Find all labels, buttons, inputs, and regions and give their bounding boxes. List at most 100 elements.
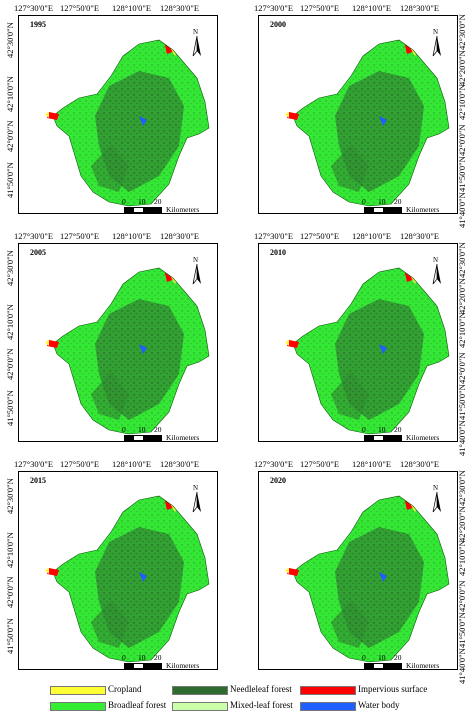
lon-tick-label: 127°30'0"E <box>254 459 294 469</box>
lat-tick-label: 41°50'0"N <box>457 156 467 192</box>
land-cover-map <box>45 39 210 207</box>
lat-tick-label: 42°20'0"N <box>457 506 467 542</box>
lon-tick-label: 128°30'0"E <box>160 3 200 13</box>
lon-tick-label: 127°50'0"E <box>60 231 100 241</box>
north-arrow: N <box>190 256 204 285</box>
scale-label-20: 20 <box>154 653 162 662</box>
year-label: 2020 <box>270 476 286 485</box>
year-label: 2005 <box>30 248 46 257</box>
year-label: 2000 <box>270 20 286 29</box>
scale-label-0: 0 <box>122 197 126 206</box>
lat-tick-label: 41°50'0"N <box>5 618 15 654</box>
scale-label-10: 10 <box>138 197 146 206</box>
map-frame <box>258 15 458 214</box>
map-panel-1995: 1995 N 0 10 20 Kilometers 127°30'0"E 127°… <box>4 2 230 217</box>
scale-unit: Kilometers <box>406 661 440 670</box>
scale-label-10: 10 <box>138 653 146 662</box>
north-arrow: N <box>430 484 444 513</box>
legend-label: Impervious surface <box>358 684 428 694</box>
lon-tick-label: 128°10'0"E <box>112 3 152 13</box>
scale-bar-graphic <box>364 207 402 213</box>
lat-tick-label: 42°0'0"N <box>457 580 467 612</box>
north-arrow-icon <box>432 36 441 57</box>
land-cover-map <box>45 495 210 663</box>
lat-tick-label: 42°0'0"N <box>5 576 15 608</box>
lon-tick-label: 128°30'0"E <box>400 3 440 13</box>
lon-tick-label: 127°50'0"E <box>60 3 100 13</box>
lat-tick-label: 42°0'0"N <box>5 348 15 380</box>
legend-label: Mixed-leaf forest <box>230 700 293 710</box>
land-cover-map <box>285 267 450 435</box>
map-frame <box>258 243 458 442</box>
map-panel-2015: 2015 N 0 10 20 Kilometers 127°30'0"E 127°… <box>4 458 230 673</box>
north-arrow-icon <box>432 264 441 285</box>
scale-bar: 0 10 20 Kilometers <box>362 653 454 673</box>
map-panel-2020: 2020 N 0 10 20 Kilometers 127°30'0"E 127°… <box>244 458 470 685</box>
legend-swatch <box>300 702 356 711</box>
scale-unit: Kilometers <box>166 433 200 442</box>
scale-bar-graphic <box>124 435 162 441</box>
scale-unit: Kilometers <box>406 205 440 214</box>
north-arrow-label: N <box>193 28 199 36</box>
lat-tick-label: 42°30'0"N <box>457 14 467 50</box>
scale-bar: 0 10 20 Kilometers <box>362 197 454 217</box>
lon-tick-label: 127°50'0"E <box>60 459 100 469</box>
lat-tick-label: 42°10'0"N <box>457 84 467 120</box>
lat-tick-label: 42°0'0"N <box>457 352 467 384</box>
scale-bar: 0 10 20 Kilometers <box>122 425 214 445</box>
lat-tick-label: 42°10'0"N <box>5 76 15 112</box>
lat-tick-label: 42°30'0"N <box>5 22 15 58</box>
lat-tick-label: 42°30'0"N <box>5 478 15 514</box>
lat-tick-label: 42°30'0"N <box>457 242 467 278</box>
north-arrow-label: N <box>433 484 439 492</box>
lat-tick-label: 41°40'0"N <box>457 420 467 456</box>
map-frame <box>18 15 218 214</box>
lat-tick-label: 42°30'0"N <box>457 470 467 506</box>
lon-tick-label: 128°30'0"E <box>160 459 200 469</box>
lon-tick-label: 128°30'0"E <box>160 231 200 241</box>
year-label: 2010 <box>270 248 286 257</box>
lon-tick-label: 127°50'0"E <box>300 459 340 469</box>
lon-tick-label: 128°10'0"E <box>352 231 392 241</box>
map-panel-2000: 2000 N 0 10 20 Kilometers 127°30'0"E 127°… <box>244 2 470 229</box>
lon-tick-label: 127°50'0"E <box>300 231 340 241</box>
legend-label: Cropland <box>108 684 142 694</box>
scale-bar: 0 10 20 Kilometers <box>122 197 214 217</box>
lon-tick-label: 128°10'0"E <box>352 459 392 469</box>
scale-label-0: 0 <box>362 197 366 206</box>
north-arrow: N <box>430 28 444 57</box>
north-arrow-icon <box>192 36 201 57</box>
scale-label-20: 20 <box>154 197 162 206</box>
scale-label-10: 10 <box>378 197 386 206</box>
legend-label: Broadleaf forest <box>108 700 167 710</box>
lon-tick-label: 128°10'0"E <box>112 231 152 241</box>
legend-label: Water body <box>358 700 400 710</box>
scale-bar-graphic <box>364 435 402 441</box>
lat-tick-label: 41°40'0"N <box>457 192 467 228</box>
year-label: 1995 <box>30 20 46 29</box>
north-arrow-label: N <box>433 256 439 264</box>
land-cover-map <box>285 495 450 663</box>
north-arrow-icon <box>192 492 201 513</box>
lon-tick-label: 127°30'0"E <box>14 459 54 469</box>
lon-tick-label: 128°10'0"E <box>352 3 392 13</box>
lat-tick-label: 42°10'0"N <box>457 312 467 348</box>
lon-tick-label: 127°30'0"E <box>14 3 54 13</box>
scale-unit: Kilometers <box>406 433 440 442</box>
scale-label-0: 0 <box>362 425 366 434</box>
map-frame <box>18 471 218 670</box>
lon-tick-label: 127°30'0"E <box>254 231 294 241</box>
scale-label-20: 20 <box>154 425 162 434</box>
legend: Cropland Needleleaf forest Impervious surf… <box>0 683 474 719</box>
lon-tick-label: 128°10'0"E <box>112 459 152 469</box>
lat-tick-label: 41°40'0"N <box>457 648 467 684</box>
year-label: 2015 <box>30 476 46 485</box>
scale-bar: 0 10 20 Kilometers <box>122 653 214 673</box>
scale-label-10: 10 <box>378 653 386 662</box>
lat-tick-label: 41°50'0"N <box>5 390 15 426</box>
north-arrow-icon <box>432 492 441 513</box>
scale-unit: Kilometers <box>166 661 200 670</box>
lon-tick-label: 127°50'0"E <box>300 3 340 13</box>
lat-tick-label: 42°20'0"N <box>457 278 467 314</box>
lat-tick-label: 42°30'0"N <box>5 250 15 286</box>
